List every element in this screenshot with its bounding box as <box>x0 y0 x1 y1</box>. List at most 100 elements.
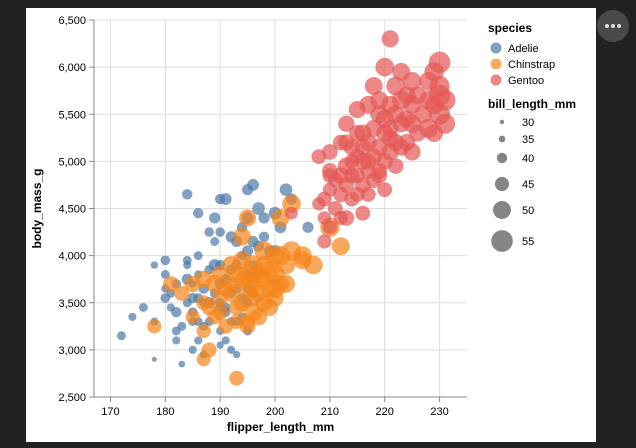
data-point-adelie <box>171 306 182 318</box>
data-point-adelie <box>188 345 197 354</box>
data-point-gentoo <box>355 205 371 221</box>
data-point-chinstrap <box>147 319 162 334</box>
data-point-adelie <box>215 227 225 237</box>
chart-canvas: 170 180 190 200 210 220 230 2,500 3,000 3,500 4,00… <box>26 8 596 442</box>
data-point-adelie <box>210 237 220 246</box>
y-tick-label: 3,500 <box>58 298 86 310</box>
data-point-adelie <box>232 350 241 359</box>
data-point-adelie <box>302 221 314 233</box>
data-point-chinstrap <box>331 237 350 256</box>
data-point-adelie <box>258 212 270 224</box>
legend-symbol-chinstrap <box>490 58 502 70</box>
data-point-gentoo <box>375 57 395 77</box>
data-point-gentoo <box>317 234 332 249</box>
data-point-adelie <box>178 360 186 368</box>
data-point-adelie <box>128 312 137 321</box>
data-point-gentoo <box>322 220 337 235</box>
data-point-adelie <box>219 193 232 206</box>
x-tick-label: 180 <box>156 406 174 418</box>
data-point-gentoo <box>360 186 376 202</box>
legend-label-gentoo: Gentoo <box>508 75 544 87</box>
data-point-gentoo <box>322 144 338 160</box>
data-point-adelie <box>183 260 192 270</box>
data-point-chinstrap <box>304 255 323 275</box>
data-point-adelie <box>194 336 203 345</box>
y-tick-label: 5,500 <box>58 109 86 121</box>
data-point-chinstrap <box>233 251 252 270</box>
y-tick-label: 2,500 <box>58 392 86 404</box>
data-point-adelie <box>209 212 221 224</box>
size-legend-label: 45 <box>522 179 534 191</box>
data-point-chinstrap <box>229 370 245 386</box>
data-point-chinstrap <box>260 298 279 317</box>
data-point-chinstrap <box>271 208 290 227</box>
data-point-gentoo <box>434 113 456 134</box>
size-legend-label: 30 <box>522 117 534 129</box>
scatter-chart: 170 180 190 200 210 220 230 2,500 3,000 3,500 4,00… <box>30 15 576 434</box>
data-point-gentoo <box>285 206 298 220</box>
data-point-chinstrap <box>162 276 179 292</box>
data-point-adelie <box>258 231 270 242</box>
data-point-chinstrap <box>239 209 257 227</box>
data-point-chinstrap <box>185 309 200 324</box>
data-point-adelie <box>193 208 204 219</box>
data-point-gentoo <box>434 89 456 111</box>
more-icon-dot <box>611 24 615 28</box>
data-point-gentoo <box>354 139 371 156</box>
data-point-gentoo <box>371 167 388 184</box>
color-legend-title: species <box>488 21 532 35</box>
x-tick-label: 170 <box>101 406 119 418</box>
size-legend-symbol <box>498 135 506 143</box>
data-point-gentoo <box>377 182 393 198</box>
legend-symbol-gentoo <box>490 74 502 86</box>
size-legend-symbol <box>496 152 508 164</box>
size-legend-symbol <box>499 119 505 125</box>
data-point-adelie <box>252 202 265 215</box>
data-point-adelie <box>247 178 260 191</box>
data-point-gentoo <box>387 158 404 174</box>
data-point-gentoo <box>344 153 360 169</box>
data-point-adelie <box>172 336 181 345</box>
data-point-chinstrap <box>196 323 211 339</box>
data-point-adelie <box>216 341 224 349</box>
more-icon-dot <box>605 24 609 28</box>
legend-label-adelie: Adelie <box>508 43 539 55</box>
data-point-gentoo <box>322 168 338 183</box>
y-tick-label: 5,000 <box>58 156 86 168</box>
y-tick-label: 6,000 <box>58 62 86 74</box>
data-point-gentoo <box>402 71 422 91</box>
data-point-adelie <box>221 336 230 345</box>
data-point-adelie <box>160 255 171 266</box>
data-point-adelie <box>160 270 170 279</box>
data-point-gentoo <box>381 30 399 48</box>
more-options-button[interactable] <box>597 10 629 42</box>
data-point-adelie <box>204 227 215 237</box>
size-legend-symbol <box>494 176 510 192</box>
data-point-gentoo <box>428 51 451 74</box>
data-point-gentoo <box>338 115 355 132</box>
y-tick-label: 4,500 <box>58 204 86 216</box>
data-point-adelie <box>193 251 203 261</box>
size-legend-title: bill_length_mm <box>488 97 576 111</box>
x-tick-label: 200 <box>266 406 284 418</box>
data-point-gentoo <box>382 129 399 147</box>
size-legend-symbol <box>493 201 511 219</box>
data-point-chinstrap <box>212 304 228 320</box>
data-point-chinstrap <box>282 194 301 214</box>
y-tick-label: 4,000 <box>58 251 86 263</box>
data-point-gentoo <box>364 77 383 95</box>
data-point-gentoo <box>360 153 377 170</box>
data-point-chinstrap <box>254 255 274 275</box>
y-tick-label: 6,500 <box>58 15 86 27</box>
data-point-adelie <box>138 303 148 312</box>
data-point-gentoo <box>333 210 348 225</box>
x-tick-label: 230 <box>430 406 448 418</box>
data-point-adelie <box>116 331 126 341</box>
data-point-adelie <box>279 183 293 196</box>
y-tick-label: 3,000 <box>58 345 86 357</box>
x-tick-label: 220 <box>376 406 394 418</box>
data-point-chinstrap <box>196 352 211 367</box>
data-point-gentoo <box>338 134 355 151</box>
data-point-adelie <box>177 321 187 331</box>
size-legend-label: 40 <box>522 153 534 165</box>
